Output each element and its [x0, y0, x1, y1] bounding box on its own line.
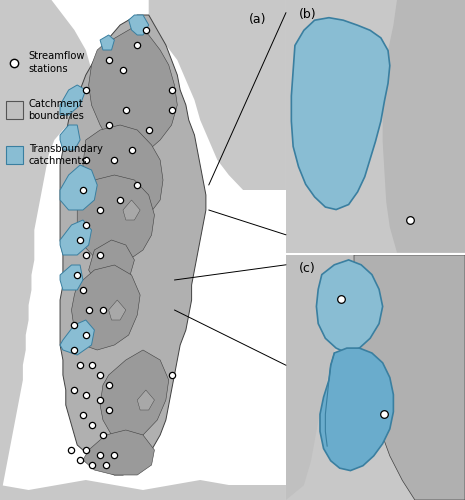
Polygon shape [60, 85, 86, 115]
Polygon shape [83, 430, 154, 475]
Text: (a): (a) [248, 12, 266, 26]
Polygon shape [0, 480, 286, 500]
Text: Transboundary
catchments: Transboundary catchments [28, 144, 102, 166]
Polygon shape [60, 320, 94, 355]
Polygon shape [60, 15, 206, 475]
Polygon shape [129, 15, 149, 35]
Polygon shape [77, 175, 154, 265]
Text: (b): (b) [299, 8, 316, 20]
Polygon shape [60, 125, 80, 150]
Polygon shape [89, 240, 134, 290]
Polygon shape [100, 350, 169, 440]
Polygon shape [320, 348, 393, 470]
Polygon shape [149, 0, 286, 190]
Polygon shape [137, 390, 154, 410]
Polygon shape [0, 0, 94, 500]
Polygon shape [100, 35, 114, 50]
Polygon shape [292, 18, 390, 210]
Polygon shape [354, 255, 465, 500]
Polygon shape [316, 260, 383, 353]
Polygon shape [60, 265, 83, 290]
Polygon shape [72, 265, 140, 350]
Polygon shape [109, 300, 126, 320]
Text: Catchment
boundaries: Catchment boundaries [28, 99, 85, 121]
Polygon shape [89, 25, 177, 155]
Polygon shape [60, 165, 97, 210]
Polygon shape [383, 0, 465, 252]
Bar [7, 146, 23, 164]
Text: Streamflow
stations: Streamflow stations [28, 52, 85, 74]
Polygon shape [123, 200, 140, 220]
Polygon shape [286, 255, 354, 500]
Text: (c): (c) [299, 262, 315, 276]
Polygon shape [60, 220, 92, 255]
Polygon shape [83, 125, 163, 225]
Bar [7, 101, 23, 119]
